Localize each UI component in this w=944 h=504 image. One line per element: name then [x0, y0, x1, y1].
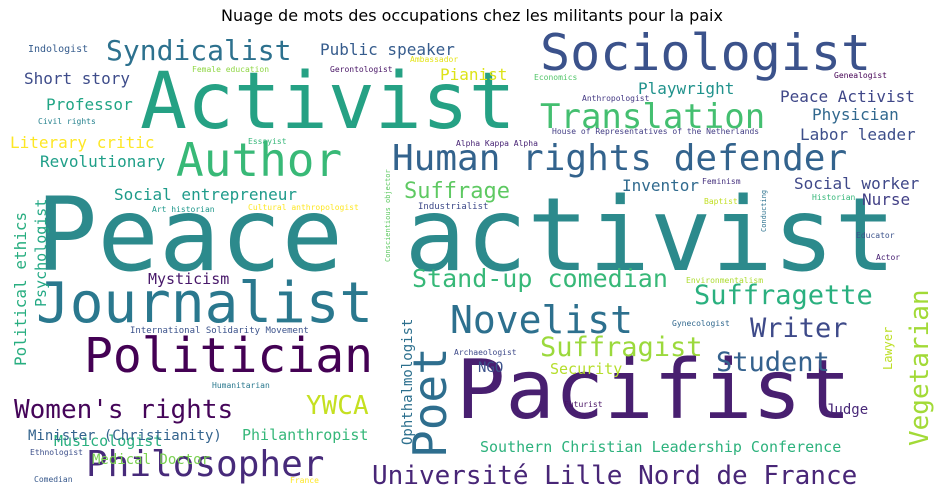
word-student: Student	[716, 347, 830, 378]
word-musicologist: Musicologist	[54, 432, 162, 450]
word-short-story: Short story	[24, 69, 130, 88]
word-baptist: Baptist	[704, 197, 738, 206]
word-medical-doctor: Medical Doctor	[92, 452, 210, 468]
word-house-of-representatives-of-the-netherlands: House of Representatives of the Netherla…	[552, 127, 759, 136]
word-syndicalist: Syndicalist	[106, 34, 291, 67]
word-women-s-rights: Women's rights	[14, 395, 233, 425]
word-novelist: Novelist	[450, 298, 633, 342]
word-ywca: YWCA	[306, 391, 369, 421]
word-universit-lille-nord-de-france: Université Lille Nord de France	[372, 461, 857, 491]
word-pacifist: Pacifist	[456, 343, 851, 438]
word-industrialist: Industrialist	[418, 202, 488, 212]
word-public-speaker: Public speaker	[320, 40, 455, 59]
word-art-historian: Art historian	[152, 205, 215, 214]
word-literary-critic: Literary critic	[10, 133, 155, 152]
word-judge: Judge	[826, 402, 868, 418]
word-ambassador: Ambassador	[410, 55, 458, 64]
word-anthropologist: Anthropologist	[582, 94, 650, 103]
word-suffrage: Suffrage	[404, 179, 510, 204]
word-conscientious-objector: Conscientious objector	[384, 169, 392, 262]
word-psychologist: Psychologist	[32, 199, 50, 307]
word-writer: Writer	[750, 313, 848, 344]
word-educator: Educator	[856, 231, 895, 240]
word-genealogist: Genealogist	[834, 71, 887, 80]
word-journalist: Journalist	[36, 271, 373, 336]
word-social-entrepreneur: Social entrepreneur	[114, 185, 297, 204]
word-translation: Translation	[540, 97, 765, 137]
word-cultural-anthropologist: Cultural anthropologist	[248, 203, 359, 212]
word-human-rights-defender: Human rights defender	[392, 138, 847, 179]
word-feminism: Feminism	[702, 177, 741, 186]
word-gerontologist: Gerontologist	[330, 65, 393, 74]
word-philanthropist: Philanthropist	[242, 426, 368, 444]
word-philosopher: Philosopher	[86, 444, 324, 485]
word-poet: Poet	[403, 347, 457, 458]
word-economics: Economics	[534, 73, 578, 82]
word-comedian: Comedian	[34, 475, 73, 484]
word-civil-rights: Civil rights	[38, 117, 96, 126]
chart-title: Nuage de mots des occupations chez les m…	[221, 6, 723, 25]
word-futurist: Futurist	[564, 400, 603, 409]
word-playwright: Playwright	[638, 79, 734, 98]
word-author: Author	[176, 133, 342, 187]
word-environmentalism: Environmentalism	[686, 276, 763, 285]
word-political-ethics: Political ethics	[11, 212, 30, 366]
word-lawyer: Lawyer	[881, 327, 895, 370]
word-gynecologist: Gynecologist	[672, 319, 730, 328]
word-activist: Activist	[140, 57, 516, 147]
word-peace-activist: Peace activist	[36, 176, 896, 295]
word-pianist: Pianist	[440, 65, 507, 84]
word-ethnologist: Ethnologist	[30, 448, 83, 457]
word-southern-christian-leadership-conference: Southern Christian Leadership Conference	[480, 438, 841, 456]
word-stand-up-comedian: Stand-up comedian	[412, 264, 668, 293]
word-international-solidarity-movement: International Solidarity Movement	[130, 326, 309, 336]
word-actor: Actor	[876, 253, 900, 262]
word-humanitarian: Humanitarian	[212, 381, 270, 390]
word-peace-activist: Peace Activist	[780, 87, 915, 106]
word-archaeologist: Archaeologist	[454, 348, 517, 357]
word-revolutionary: Revolutionary	[40, 152, 166, 171]
word-minister-christianity: Minister (Christianity)	[28, 428, 222, 444]
word-female-education: Female education	[192, 65, 269, 74]
word-politician: Politician	[84, 328, 373, 384]
word-nurse: Nurse	[862, 190, 910, 209]
word-mysticism: Mysticism	[148, 270, 229, 288]
word-ngo: NGO	[478, 360, 503, 376]
word-essayist: Essayist	[248, 137, 287, 146]
word-indologist: Indologist	[28, 44, 88, 55]
word-sociologist: Sociologist	[540, 24, 871, 82]
word-labor-leader: Labor leader	[800, 125, 916, 144]
word-physician: Physician	[812, 105, 899, 124]
word-historian: Historian	[812, 193, 856, 202]
word-suffragist: Suffragist	[540, 332, 703, 363]
word-ophthalmologist: Ophthalmologist	[400, 319, 416, 445]
word-inventor: Inventor	[622, 176, 699, 195]
word-france: France	[290, 476, 319, 485]
word-vegetarian: Vegetarian	[905, 289, 935, 446]
word-conducting: Conducting	[760, 190, 768, 232]
word-security: Security	[550, 360, 622, 378]
word-alpha-kappa-alpha: Alpha Kappa Alpha	[456, 139, 538, 148]
word-suffragette: Suffragette	[694, 280, 873, 311]
word-professor: Professor	[46, 95, 133, 114]
word-social-worker: Social worker	[794, 174, 920, 193]
